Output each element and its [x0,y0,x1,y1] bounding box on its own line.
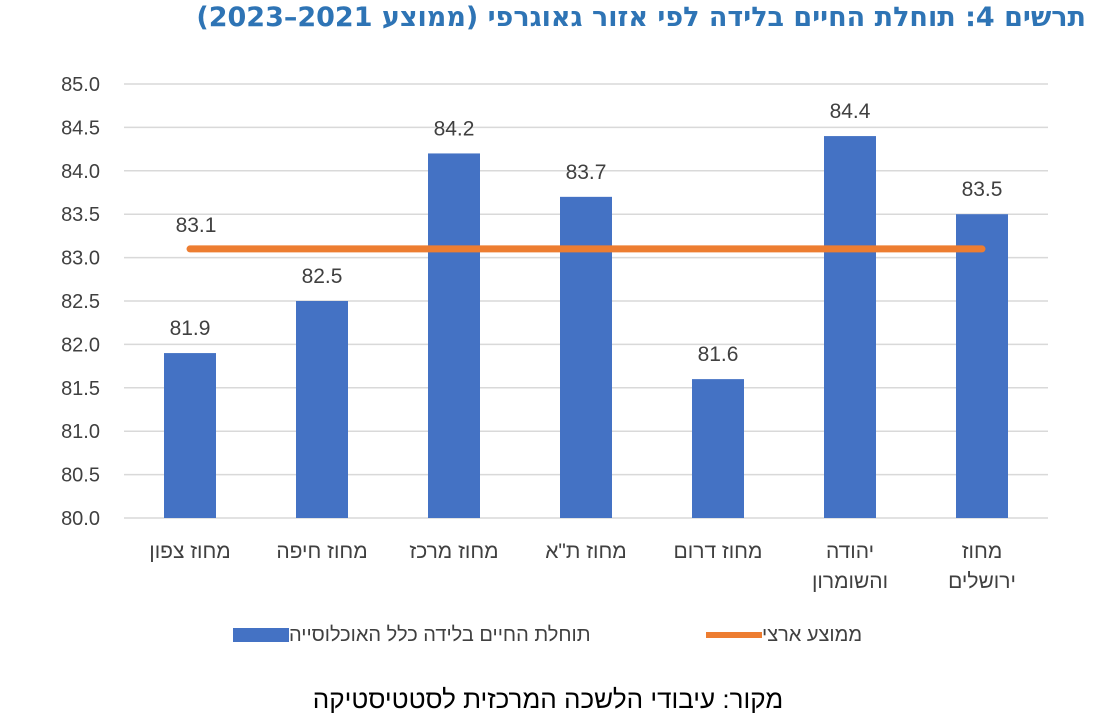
bar-value-label: 83.7 [566,161,607,184]
x-category-label: מחוז ת"א [545,540,626,563]
bar [164,353,216,518]
legend-item-average: ממוצע ארצי [706,622,862,648]
bar [692,379,744,518]
bar-value-label: 84.2 [434,117,475,140]
y-tick-label: 80.0 [61,508,100,530]
bar [428,153,480,518]
y-tick-label: 83.5 [61,204,100,226]
bar [296,301,348,518]
legend-label-bars: תוחלת החיים בלידה כלל האוכלוסייה [289,623,591,646]
average-value-label: 83.1 [176,214,217,237]
bar [824,136,876,518]
bar [560,196,612,518]
y-tick-label: 82.0 [61,334,100,356]
y-tick-label: 82.5 [61,291,100,313]
legend-swatch-bars [233,628,289,642]
x-category-label: מחוז חיפה [276,540,367,563]
x-category-label: והשומרון [812,570,888,593]
bar [956,214,1008,518]
bar-value-label: 83.5 [962,178,1003,201]
x-category-label: מחוז דרום [674,540,763,563]
legend-swatch-average [706,632,762,638]
bar-value-label: 84.4 [830,100,871,123]
y-tick-label: 81.0 [61,421,100,443]
y-tick-label: 84.0 [61,161,100,183]
legend-item-bars: תוחלת החיים בלידה כלל האוכלוסייה [233,622,591,648]
y-tick-label: 85.0 [61,74,100,96]
source-note: מקור: עיבודי הלשכה המרכזית לסטטיסטיקה [312,684,784,714]
y-tick-label: 80.5 [61,465,100,487]
bar-value-label: 81.9 [170,317,211,340]
y-tick-label: 84.5 [61,117,100,139]
x-category-label: מחוז מרכז [409,540,498,563]
x-category-label: מחוז צפון [149,540,231,563]
bar-value-label: 81.6 [698,343,739,366]
x-category-label: ירושלים [948,570,1016,593]
x-category-label: יהודה [826,540,874,563]
y-tick-label: 83.0 [61,248,100,270]
legend-label-average: ממוצע ארצי [762,623,863,646]
x-category-label: מחוז [962,540,1003,563]
y-tick-label: 81.5 [61,378,100,400]
bar-value-label: 82.5 [302,265,343,288]
chart-title: תרשים 4: תוחלת החיים בלידה לפי אזור גאוג… [196,2,1086,33]
